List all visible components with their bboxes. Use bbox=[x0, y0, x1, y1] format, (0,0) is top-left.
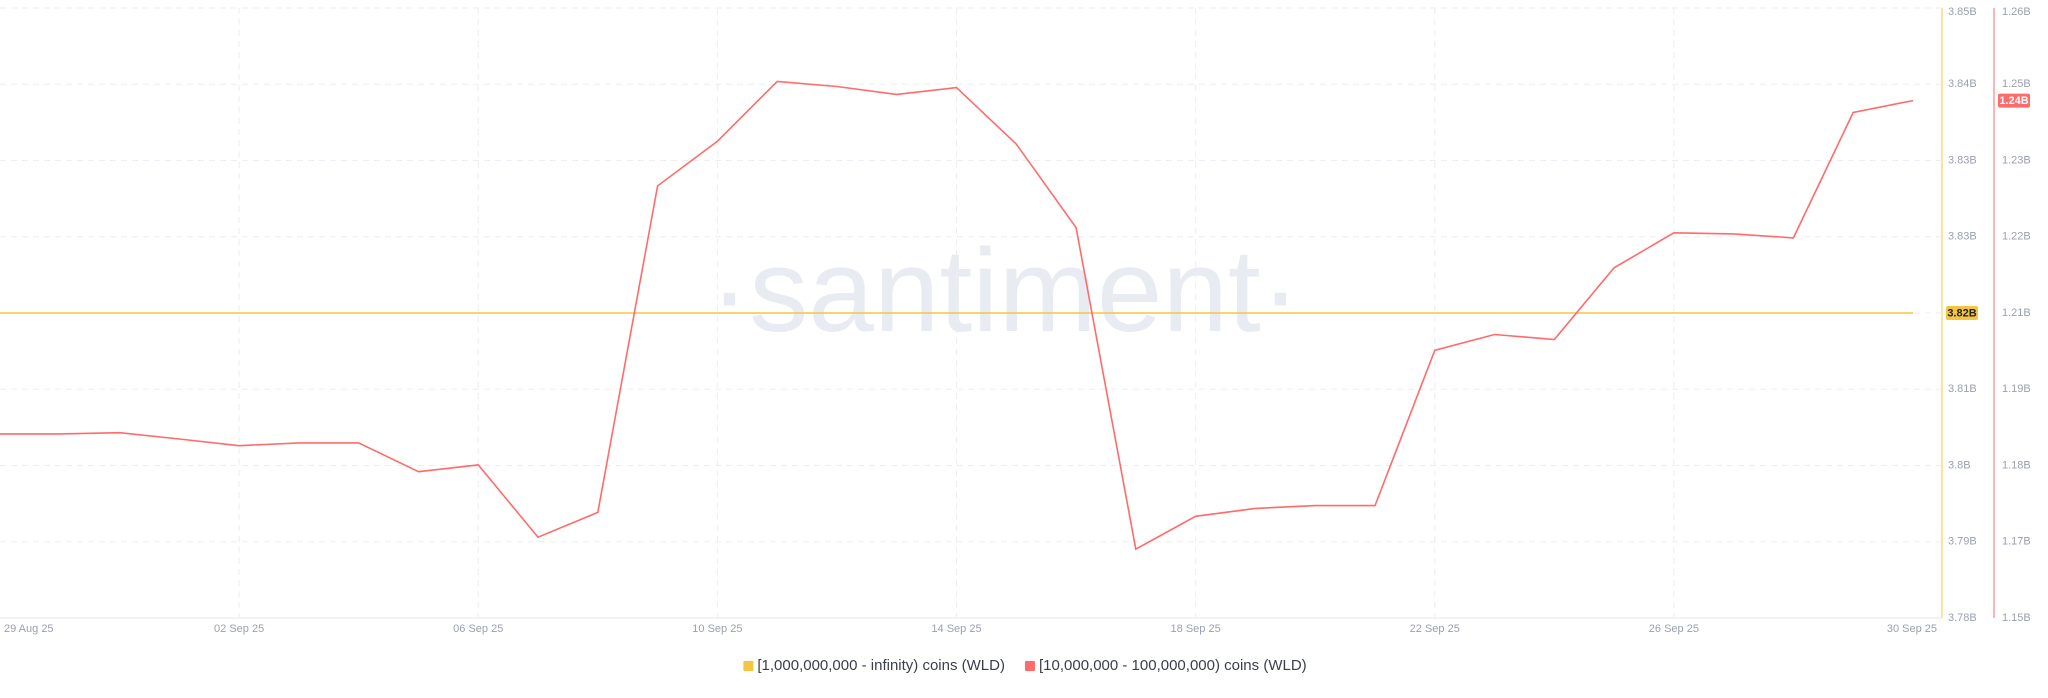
y2-tick-label: 1.23B bbox=[2002, 154, 2031, 166]
y-tick-label: 3.79B bbox=[1948, 536, 1977, 548]
last-value-label: 3.82B bbox=[1947, 307, 1976, 319]
y2-tick-label: 1.18B bbox=[2002, 459, 2031, 471]
y2-tick-label: 1.19B bbox=[2002, 383, 2031, 395]
y2-tick-label: 1.25B bbox=[2002, 78, 2031, 90]
y-tick-label: 3.81B bbox=[1948, 383, 1977, 395]
watermark: ·santiment· bbox=[710, 225, 1300, 357]
legend-label: [10,000,000 - 100,000,000) coins (WLD) bbox=[1039, 657, 1307, 674]
last-value-badge bbox=[1946, 306, 1978, 320]
x-tick-label: 29 Aug 25 bbox=[4, 623, 54, 635]
y-tick-label: 3.85B bbox=[1948, 6, 1977, 18]
y2-tick-label: 1.22B bbox=[2002, 231, 2031, 243]
legend-label: [1,000,000,000 - infinity) coins (WLD) bbox=[757, 657, 1005, 674]
y2-tick-label: 1.21B bbox=[2002, 307, 2031, 319]
series-line bbox=[0, 80, 1914, 551]
y-tick-label: 3.8B bbox=[1948, 459, 1971, 471]
legend-swatch bbox=[743, 661, 754, 671]
x-tick-label: 06 Sep 25 bbox=[453, 623, 503, 635]
y-tick-label: 3.83B bbox=[1948, 231, 1977, 243]
y-tick-label: 3.83B bbox=[1948, 154, 1977, 166]
last-value-badge bbox=[1998, 93, 2030, 108]
legend-swatch bbox=[1024, 661, 1035, 671]
y-tick-label: 3.78B bbox=[1948, 612, 1977, 624]
x-tick-label: 22 Sep 25 bbox=[1410, 623, 1460, 635]
x-tick-label: 30 Sep 25 bbox=[1887, 623, 1937, 635]
y2-tick-label: 1.26B bbox=[2002, 6, 2031, 18]
y2-tick-label: 1.17B bbox=[2002, 536, 2031, 548]
x-tick-label: 02 Sep 25 bbox=[214, 623, 264, 635]
x-tick-label: 26 Sep 25 bbox=[1649, 623, 1699, 635]
last-value-label: 1.24B bbox=[1999, 95, 2028, 107]
x-tick-label: 10 Sep 25 bbox=[692, 623, 742, 635]
x-tick-label: 18 Sep 25 bbox=[1171, 623, 1221, 635]
y2-tick-label: 1.15B bbox=[2002, 612, 2031, 624]
x-tick-label: 14 Sep 25 bbox=[931, 623, 981, 635]
y-tick-label: 3.84B bbox=[1948, 78, 1977, 90]
